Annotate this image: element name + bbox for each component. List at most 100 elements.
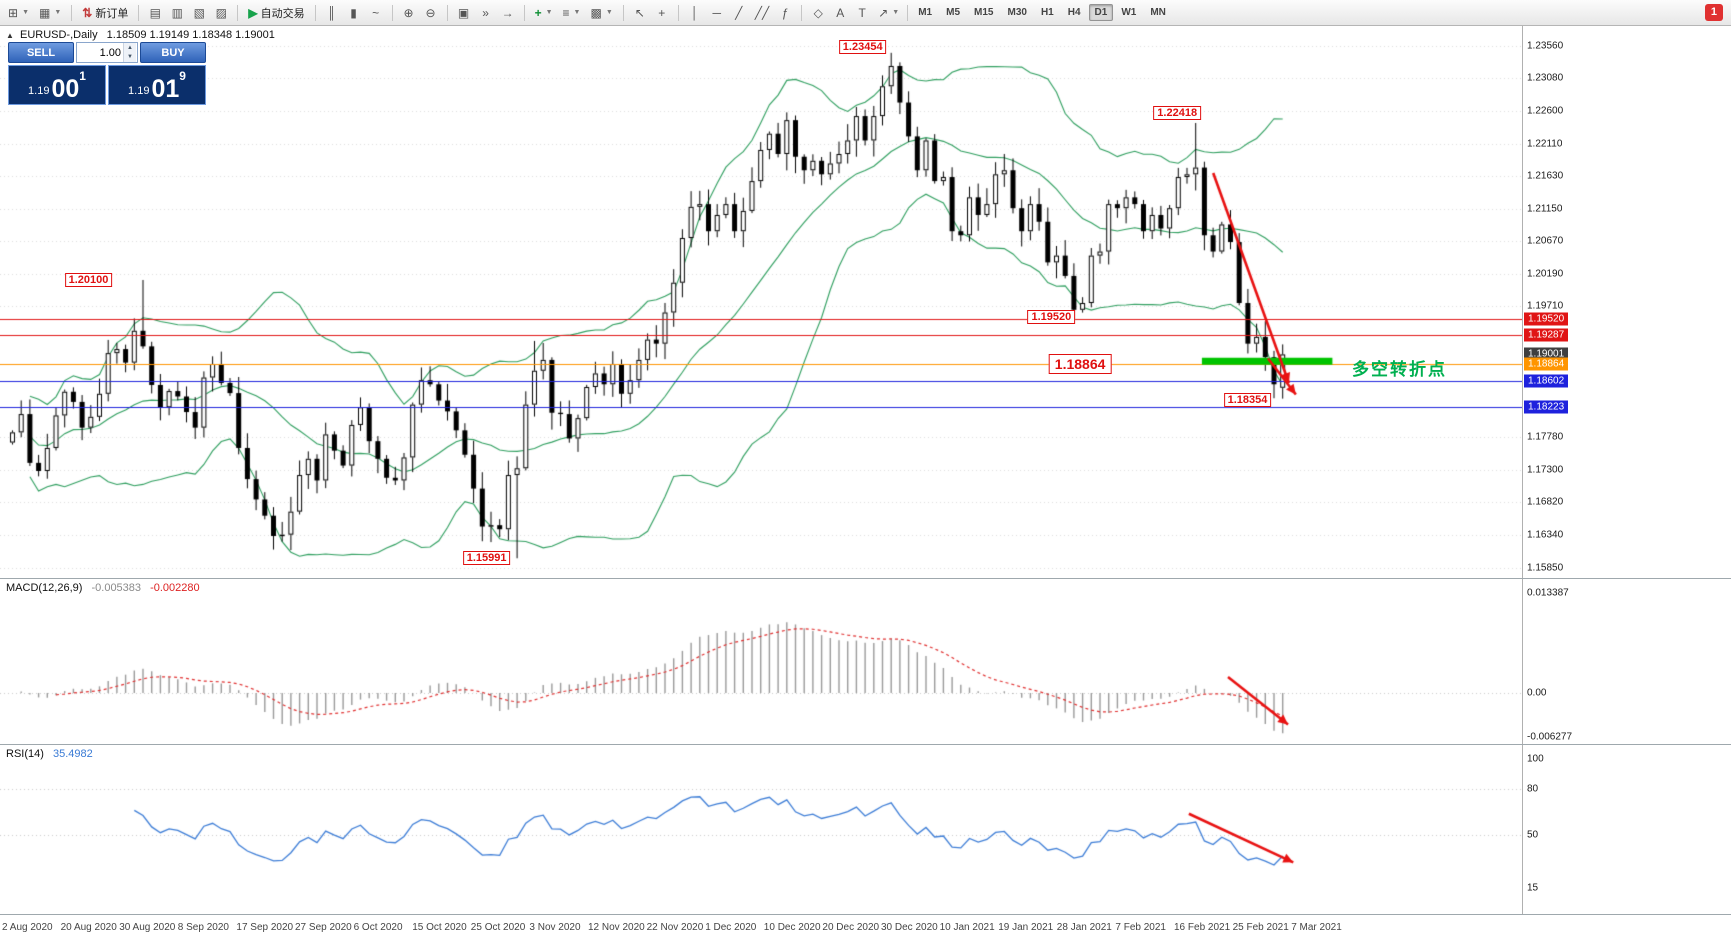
fibonacci-button[interactable]: ƒ [775,3,795,23]
tile-windows-button[interactable]: ▣ [454,3,474,23]
chart-symbol: EURUSD-,Daily [19,29,98,41]
dropdown-arrow-icon: ▼ [545,9,553,16]
price-axis-label: 1.21630 [1527,170,1564,182]
new-chart-button[interactable]: ⊞ ▼ [4,3,33,23]
horizontal-line-button[interactable]: ─ [707,3,727,23]
periods-button[interactable]: ≡ ▼ [559,3,585,23]
date-label: 2 Aug 2020 [2,922,53,933]
dropdown-arrow-icon: ▼ [54,9,62,16]
candlestick-chart-button[interactable]: ▮ [344,3,364,23]
price-axis-label: 1.23560 [1527,40,1564,52]
volume-input[interactable] [77,43,123,62]
price-chart-canvas[interactable] [0,26,1522,578]
timeframe-m15[interactable]: M15 [974,7,994,18]
auto-trading-icon: ▶ [248,5,258,20]
templates-button[interactable]: ▩ ▼ [586,3,616,23]
horizontal-line-icon: ─ [712,5,722,20]
timeframe-mn[interactable]: MN [1150,7,1166,18]
macd-label: MACD(12,26,9) [6,582,83,594]
cursor-button[interactable]: ↖ [630,3,650,23]
price-annotation[interactable]: 1.23454 [838,39,887,54]
price-annotation[interactable]: 1.18864 [1048,353,1112,374]
line-chart-button[interactable]: ~ [366,3,386,23]
vertical-line-button[interactable]: │ [685,3,705,23]
auto-trading-button[interactable]: ▶ 自动交易 [244,3,308,23]
profiles-button[interactable]: ▦ ▼ [35,3,65,23]
sell-button[interactable]: SELL [8,42,74,63]
data-window-button[interactable]: ▥ [167,3,187,23]
price-axis-marker: 1.19287 [1524,328,1569,342]
indicators-button[interactable]: + ▼ [531,3,557,23]
channel-icon: ╱╱ [754,5,770,20]
rsi-label: RSI(14) [6,748,44,760]
auto-trading-button-label: 自动交易 [260,7,305,20]
buy-price-sup: 9 [179,69,186,83]
timeframe-h1[interactable]: H1 [1040,7,1054,18]
indicators-icon: + [534,5,542,20]
channel-button[interactable]: ╱╱ [751,3,773,23]
price-annotation[interactable]: 1.15991 [462,551,511,566]
candlestick-chart-icon: ▮ [350,5,357,20]
notification-badge[interactable]: 1 [1704,4,1723,21]
navigator-button[interactable]: ▧ [189,3,209,23]
toolbar-separator [138,4,140,21]
rsi-canvas[interactable] [0,745,1522,915]
timeframe-m5[interactable]: M5 [946,7,961,18]
price-annotation[interactable]: 1.18354 [1223,393,1272,408]
price-axis-label: 1.16820 [1527,496,1564,508]
timeframe-d1[interactable]: D1 [1088,4,1114,21]
auto-scroll-button[interactable]: » [476,3,496,23]
date-label: 12 Nov 2020 [588,922,645,933]
macd-canvas[interactable] [0,579,1522,745]
rsi-header: RSI(14) 35.4982 [6,748,93,760]
timeframe-h4[interactable]: H4 [1067,7,1081,18]
timeframe-m30[interactable]: M30 [1007,7,1027,18]
arrows-icon: ↗ [878,5,889,20]
new-order-icon: ⇅ [82,5,93,20]
buy-button[interactable]: BUY [140,42,206,63]
chart-shift-button[interactable]: → [498,3,518,23]
crosshair-button[interactable]: + [652,3,672,23]
rsi-scale-label: 80 [1527,783,1539,795]
timeframe-w1[interactable]: W1 [1121,7,1137,18]
arrows-button[interactable]: ↗ ▼ [874,3,903,23]
toolbar-separator [801,4,803,21]
rsi-scale-label: 50 [1527,829,1539,841]
price-annotation[interactable]: 1.20100 [64,272,113,287]
market-watch-button[interactable]: ▤ [145,3,165,23]
profiles-icon: ▦ [39,5,51,20]
volume-up-icon[interactable]: ▲ [124,43,136,53]
periods-icon: ≡ [562,5,570,20]
price-axis-label: 1.20670 [1527,235,1564,247]
zoom-out-button[interactable]: ⊖ [421,3,441,23]
macd-header: MACD(12,26,9) -0.005383 -0.002280 [6,582,200,594]
date-label: 7 Mar 2021 [1291,922,1342,933]
text-button[interactable]: A [830,3,850,23]
date-label: 25 Oct 2020 [470,922,526,933]
rsi-pane: RSI(14) 35.4982 100 80 50 15 [0,744,1731,915]
pivot-point-label[interactable]: 多空转折点 [1352,360,1447,379]
terminal-button[interactable]: ▨ [211,3,231,23]
date-label: 20 Aug 2020 [60,922,117,933]
timeframe-m1[interactable]: M1 [918,7,933,18]
sell-price-display[interactable]: 1.19 00 1 [8,65,106,105]
rsi-scale-label: 15 [1527,882,1539,894]
zoom-in-button[interactable]: ⊕ [399,3,419,23]
date-label: 8 Sep 2020 [177,922,229,933]
price-axis-label: 1.22110 [1527,138,1563,150]
sell-price-base: 1.19 [28,85,50,97]
price-axis-label: 1.23080 [1527,72,1564,84]
toolbar-separator [71,4,73,21]
price-annotation[interactable]: 1.19520 [1027,310,1076,325]
volume-down-icon[interactable]: ▼ [124,52,136,62]
zoom-out-icon: ⊖ [425,5,436,20]
bar-chart-button[interactable]: ║ [322,3,342,23]
shapes-button[interactable]: ◇ [808,3,828,23]
text-label-button[interactable]: T [852,3,872,23]
trendline-button[interactable]: ╱ [729,3,749,23]
tile-windows-icon: ▣ [457,5,470,20]
new-order-button[interactable]: ⇅ 新订单 [78,3,132,23]
buy-price-display[interactable]: 1.19 01 9 [108,65,206,105]
price-annotation[interactable]: 1.22418 [1153,105,1202,120]
chart-ohlc: 1.18509 1.19149 1.18348 1.19001 [106,29,275,41]
